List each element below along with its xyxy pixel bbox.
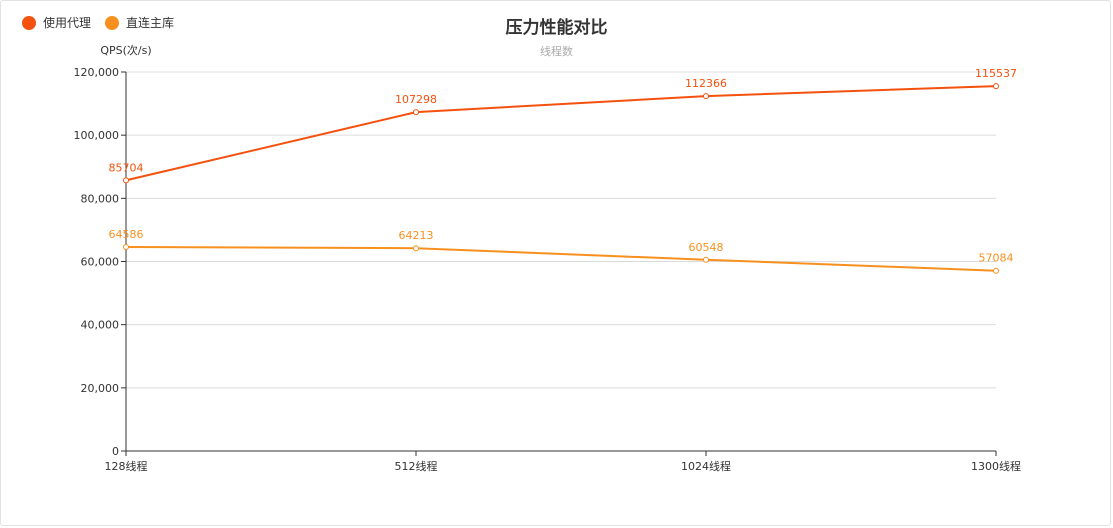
chart-subtitle: 线程数	[540, 45, 573, 58]
data-label: 85704	[109, 161, 144, 174]
legend-label: 直连主库	[126, 16, 175, 30]
series-line-1	[125, 246, 997, 272]
legend-item-series-0[interactable]: 使用代理	[22, 14, 91, 31]
x-tick-label: 1024线程	[681, 459, 731, 473]
series-line-0	[125, 85, 997, 182]
data-point	[123, 244, 129, 251]
data-point	[703, 93, 709, 100]
data-label: 112366	[685, 77, 727, 90]
y-tick-label: 60,000	[81, 256, 120, 269]
y-tick-label: 0	[112, 445, 119, 458]
y-tick-label: 40,000	[81, 319, 120, 332]
data-point	[413, 245, 419, 252]
data-point	[993, 83, 999, 90]
data-point	[123, 177, 129, 184]
legend-swatch	[22, 15, 36, 30]
data-label: 115537	[975, 67, 1017, 80]
x-tick-label: 1300线程	[971, 459, 1021, 473]
x-tick-label: 128线程	[105, 459, 148, 473]
chart-title: 压力性能对比	[505, 18, 608, 38]
data-label: 60548	[689, 241, 724, 254]
legend-label: 使用代理	[43, 16, 92, 30]
data-label: 64213	[399, 229, 434, 242]
y-tick-label: 80,000	[81, 192, 120, 205]
legend: 使用代理 直连主库	[22, 14, 174, 31]
y-tick-label: 100,000	[74, 129, 120, 142]
data-point	[413, 109, 419, 116]
y-tick-label: 120,000	[74, 66, 120, 79]
legend-swatch	[105, 15, 120, 30]
data-label: 64586	[109, 228, 144, 241]
data-point	[993, 267, 999, 274]
legend-item-series-1[interactable]: 直连主库	[105, 14, 174, 31]
y-tick-label: 20,000	[81, 382, 120, 395]
data-label: 107298	[395, 93, 437, 106]
data-label: 57084	[979, 252, 1014, 265]
y-axis-label: QPS(次/s)	[100, 43, 151, 57]
x-tick-label: 512线程	[395, 459, 438, 473]
data-point	[703, 256, 709, 263]
